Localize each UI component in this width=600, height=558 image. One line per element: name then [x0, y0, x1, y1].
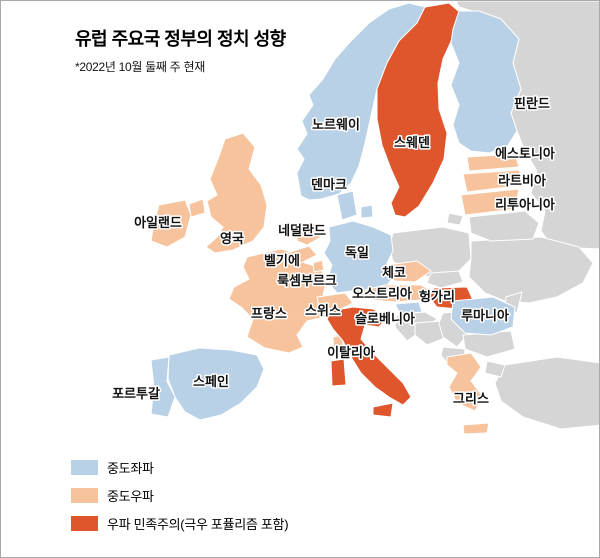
- label-spain: 스페인: [193, 374, 229, 389]
- country-latvia: [462, 169, 525, 193]
- country-greece: [462, 422, 490, 435]
- legend-label: 중도좌파: [107, 461, 154, 476]
- country-romania: [450, 296, 516, 336]
- label-germany: 독일: [345, 245, 369, 260]
- legend-label: 우파 민족주의(극우 포퓰리즘 포함): [107, 517, 289, 532]
- page-subtitle: *2022년 10월 둘째 주 현재: [75, 60, 205, 74]
- country-bosnia: [414, 320, 448, 346]
- country-denmark: [336, 190, 358, 221]
- country-turkey: [494, 356, 599, 430]
- country-uk: [205, 132, 268, 254]
- page-title: 유럽 주요국 정부의 정치 성향: [75, 29, 286, 49]
- label-netherlands: 네덜란드: [278, 223, 326, 238]
- label-denmark: 덴마크: [311, 177, 347, 192]
- country-bulgaria: [462, 330, 516, 358]
- title-block: 유럽 주요국 정부의 정치 성향 *2022년 10월 둘째 주 현재: [75, 25, 286, 75]
- label-czech: 체코: [382, 265, 406, 280]
- country-norway: [296, 2, 426, 201]
- country-belarus: [468, 210, 540, 242]
- label-hungary: 헝가리: [419, 289, 455, 304]
- label-romania: 루마니아: [461, 308, 509, 323]
- country-finland: [450, 10, 522, 154]
- country-italy: [326, 306, 412, 406]
- legend-swatch: [71, 516, 98, 531]
- label-sweden: 스웨덴: [394, 135, 430, 150]
- legend-label: 중도우파: [107, 489, 154, 504]
- country-turkey: [484, 360, 506, 378]
- label-switzerland: 스위스: [305, 303, 341, 318]
- label-italy: 이탈리아: [327, 345, 375, 360]
- legend-swatch: [71, 460, 98, 475]
- label-latvia: 라트비아: [498, 173, 546, 188]
- country-belgium: [286, 245, 318, 264]
- country-kaliningrad: [446, 212, 464, 226]
- country-portugal: [150, 356, 176, 418]
- legend-row-right-nationalist: 우파 민족주의(극우 포퓰리즘 포함): [71, 514, 289, 533]
- label-ireland: 아일랜드: [134, 215, 182, 230]
- label-luxembourg: 룩셈부르크: [277, 273, 337, 288]
- country-lithuania: [460, 188, 520, 216]
- country-estonia: [466, 153, 520, 172]
- country-ireland: [150, 199, 192, 248]
- country-uk: [188, 198, 206, 218]
- label-france: 프랑스: [251, 306, 287, 321]
- country-czech: [384, 260, 432, 283]
- label-belgium: 벨기에: [264, 253, 300, 268]
- legend-row-center-left: 중도좌파: [71, 458, 288, 477]
- label-finland: 핀란드: [514, 96, 550, 111]
- country-france: [228, 248, 332, 354]
- country-denmark: [360, 204, 374, 219]
- legend-row-center-right: 중도우파: [71, 486, 288, 505]
- country-austria: [358, 284, 435, 303]
- country-sweden: [376, 2, 464, 218]
- label-lithuania: 리투아니아: [495, 197, 555, 212]
- label-greece: 그리스: [453, 391, 489, 406]
- country-netherlands: [296, 222, 322, 246]
- country-slovenia: [394, 301, 423, 315]
- label-slovenia: 슬로베니아: [355, 311, 415, 326]
- label-austria: 오스트리아: [352, 286, 412, 301]
- country-slovakia: [426, 270, 464, 289]
- label-norway: 노르웨이: [312, 117, 360, 132]
- label-estonia: 에스토니아: [495, 146, 555, 161]
- legend-swatch: [71, 488, 98, 503]
- label-uk: 영국: [220, 231, 244, 246]
- country-ukraine: [468, 236, 594, 304]
- country-greece: [446, 352, 484, 412]
- label-portugal: 포르투갈: [112, 386, 160, 401]
- country-italy: [330, 358, 347, 387]
- country-luxembourg: [312, 259, 325, 273]
- country-switzerland: [316, 292, 354, 312]
- legend: 중도좌파 중도우파 우파 민족주의(극우 포퓰리즘 포함): [71, 458, 289, 533]
- country-italy: [372, 402, 394, 418]
